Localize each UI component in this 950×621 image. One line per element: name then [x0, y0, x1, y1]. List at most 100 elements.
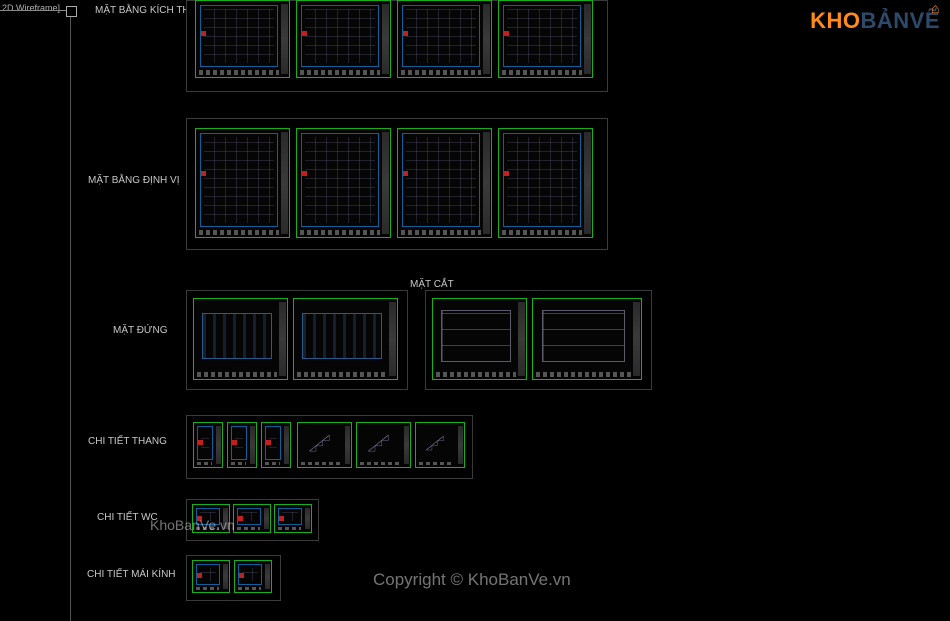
plan-drawing: [231, 426, 247, 460]
drawing-sheet[interactable]: [397, 0, 492, 78]
sheet-footer-strip: [238, 587, 261, 590]
section-label-chi_tiet_mai_kinh: CHI TIẾT MÁI KÍNH: [87, 569, 176, 580]
sheet-footer-strip: [199, 230, 279, 235]
plan-drawing: [402, 133, 480, 227]
drawing-sheet[interactable]: [193, 298, 288, 380]
logo-part1: KHO: [810, 8, 860, 33]
drawing-sheet[interactable]: [415, 422, 465, 468]
plan-drawing: [200, 133, 278, 227]
drawing-sheet[interactable]: [356, 422, 411, 468]
section-label-dinh_vi: MẶT BẰNG ĐỊNH VỊ: [88, 175, 180, 186]
drawing-sheet[interactable]: [195, 128, 290, 238]
stair-drawing: [361, 427, 399, 457]
titleblock-strip: [281, 132, 288, 234]
section-label-chi_tiet_wc: CHI TIẾT WC: [97, 512, 158, 523]
drawing-sheet[interactable]: [192, 560, 230, 593]
section-label-chi_tiet_thang: CHI TIẾT THANG: [88, 436, 167, 447]
sheet-footer-strip: [237, 527, 260, 530]
drawing-sheet[interactable]: [432, 298, 527, 380]
drawing-sheet[interactable]: [498, 0, 593, 78]
sheet-footer-strip: [197, 462, 212, 465]
sheet-footer-strip: [301, 462, 341, 465]
elevation-drawing: [198, 303, 276, 369]
site-logo: ⌂ KHOBẢNVẼ: [810, 8, 940, 34]
plan-drawing: [238, 564, 262, 585]
drawing-sheet[interactable]: [296, 0, 391, 78]
drawing-sheet[interactable]: [193, 422, 223, 468]
drawing-sheet[interactable]: [261, 422, 291, 468]
plan-drawing: [196, 508, 220, 525]
sheet-footer-strip: [419, 462, 454, 465]
stair-drawing: [302, 427, 340, 457]
elevation-drawing: [298, 303, 386, 369]
section-label-mat_dung: MẶT ĐỨNG: [113, 325, 167, 336]
sheet-footer-strip: [297, 372, 387, 377]
sheet-footer-strip: [231, 462, 246, 465]
viewport-mode-label: 2D Wireframe]: [2, 3, 60, 13]
sheet-footer-strip: [401, 230, 481, 235]
sheet-footer-strip: [196, 527, 219, 530]
crosshair-h: [0, 10, 70, 11]
drawing-sheet[interactable]: [297, 422, 352, 468]
plan-drawing: [196, 564, 220, 585]
sheet-footer-strip: [265, 462, 280, 465]
watermark-copyright: Copyright © KhoBanVe.vn: [373, 570, 571, 590]
crosshair-v: [70, 10, 71, 621]
drawing-sheet[interactable]: [274, 504, 312, 533]
drawing-sheet[interactable]: [234, 560, 272, 593]
stair-drawing: [420, 427, 453, 457]
titleblock-strip: [483, 132, 490, 234]
drawing-sheet[interactable]: [233, 504, 271, 533]
drawing-sheet[interactable]: [498, 128, 593, 238]
plan-drawing: [301, 133, 379, 227]
sheet-footer-strip: [278, 527, 301, 530]
sheet-footer-strip: [502, 70, 582, 75]
plan-drawing: [265, 426, 281, 460]
sheet-footer-strip: [536, 372, 631, 377]
titleblock-strip: [382, 132, 389, 234]
drawing-sheet[interactable]: [532, 298, 642, 380]
titleblock-strip: [518, 302, 525, 376]
titleblock-strip: [458, 426, 463, 464]
titleblock-strip: [404, 426, 409, 464]
drawing-sheet[interactable]: [397, 128, 492, 238]
titleblock-strip: [223, 564, 228, 589]
section-drawing: [437, 303, 515, 369]
drawing-sheet[interactable]: [296, 128, 391, 238]
titleblock-strip: [284, 426, 289, 464]
sheet-footer-strip: [300, 70, 380, 75]
titleblock-strip: [305, 508, 310, 529]
sheet-footer-strip: [300, 230, 380, 235]
plan-drawing: [503, 5, 581, 67]
titleblock-strip: [584, 132, 591, 234]
logo-roof-icon: ⌂: [931, 0, 940, 16]
titleblock-strip: [633, 302, 640, 376]
drawing-sheet[interactable]: [195, 0, 290, 78]
titleblock-strip: [279, 302, 286, 376]
sheet-footer-strip: [502, 230, 582, 235]
sheet-footer-strip: [199, 70, 279, 75]
plan-drawing: [402, 5, 480, 67]
titleblock-strip: [584, 4, 591, 74]
sheet-footer-strip: [196, 587, 219, 590]
titleblock-strip: [265, 564, 270, 589]
drawing-sheet[interactable]: [293, 298, 398, 380]
logo-part2: BẢNVẼ: [860, 8, 940, 33]
plan-drawing: [200, 5, 278, 67]
titleblock-strip: [250, 426, 255, 464]
titleblock-strip: [389, 302, 396, 376]
plan-drawing: [301, 5, 379, 67]
drawing-sheet[interactable]: [227, 422, 257, 468]
titleblock-strip: [382, 4, 389, 74]
plan-drawing: [503, 133, 581, 227]
titleblock-strip: [216, 426, 221, 464]
sheet-footer-strip: [436, 372, 516, 377]
plan-drawing: [278, 508, 302, 525]
titleblock-strip: [281, 4, 288, 74]
cad-viewport[interactable]: 2D Wireframe] ⌂ KHOBẢNVẼ MẶT BẰNG KÍCH T…: [0, 0, 950, 621]
sheet-footer-strip: [197, 372, 277, 377]
section-drawing: [537, 303, 630, 369]
sheet-footer-strip: [360, 462, 400, 465]
drawing-sheet[interactable]: [192, 504, 230, 533]
section-label-mat_cat: MẶT CẮT: [410, 279, 454, 290]
